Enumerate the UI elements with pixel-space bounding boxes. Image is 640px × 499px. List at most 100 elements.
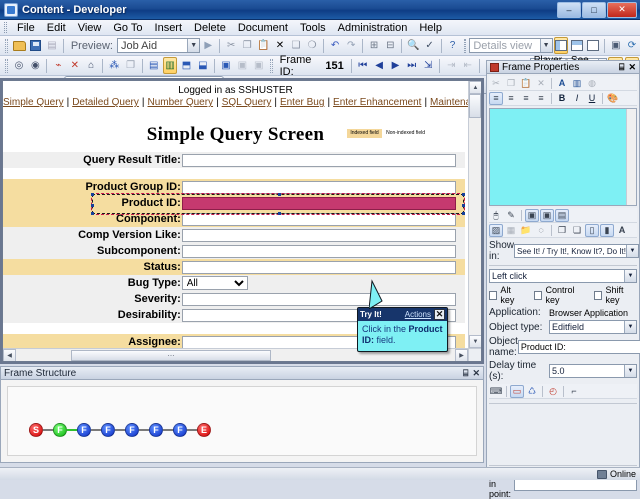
show-in-select[interactable]: See It! / Try It!, Know It?, Do It! ▼ xyxy=(514,244,639,258)
chevron-down-icon-action[interactable]: ▼ xyxy=(624,270,636,282)
last-frame-icon[interactable]: ⏭ xyxy=(407,59,417,71)
nav-link-detailed-query[interactable]: Detailed Query xyxy=(72,97,139,108)
justify-icon[interactable]: ≡ xyxy=(538,93,544,103)
first-frame-icon[interactable]: ⏮ xyxy=(358,59,368,71)
enable-icon[interactable]: ▨ xyxy=(489,223,503,237)
query-result-title-input[interactable] xyxy=(181,153,456,167)
horizontal-scroll-thumb[interactable]: ⋯ xyxy=(71,350,271,361)
menu-file[interactable]: File xyxy=(17,21,35,34)
shift-key-checkbox[interactable] xyxy=(594,290,603,300)
minimize-button[interactable]: – xyxy=(557,1,581,18)
pin-icon[interactable]: ⌸ xyxy=(463,367,469,378)
insert-web-icon[interactable]: ⬒ xyxy=(181,59,192,71)
status-input[interactable] xyxy=(181,260,456,274)
nav-link-sql-query[interactable]: SQL Query xyxy=(221,97,272,108)
document-horizontal-scrollbar[interactable]: ◀ ⋯ ▶ xyxy=(3,348,468,361)
font-icon[interactable]: A xyxy=(558,78,566,88)
copy-action-icon[interactable]: ❐ xyxy=(557,224,567,235)
nav-link-enter-enhancement[interactable]: Enter Enhancement xyxy=(333,97,422,108)
frame-left-icon[interactable]: ▣ xyxy=(525,208,539,222)
menu-grip[interactable] xyxy=(4,22,7,33)
text-box-icon[interactable]: ▥ xyxy=(572,77,582,88)
product-id-field-wrapper[interactable] xyxy=(90,192,465,215)
control-key-checkbox[interactable] xyxy=(534,290,543,300)
find-icon[interactable]: 🔍 xyxy=(407,39,420,51)
scroll-left-icon[interactable]: ◀ xyxy=(3,349,16,361)
bubble-actions-link[interactable]: Actions xyxy=(404,310,431,319)
font-a-icon[interactable]: 𝐀 xyxy=(618,224,626,235)
fill-icon[interactable]: ◌ xyxy=(538,225,544,235)
add-frame-icon[interactable]: ⌁ xyxy=(55,59,62,71)
document-vertical-scrollbar[interactable]: ▲ ▼ xyxy=(468,81,481,348)
preview-combo[interactable]: Job Aid ▼ xyxy=(117,38,201,53)
alt-key-checkbox[interactable] xyxy=(489,290,498,300)
undo-icon[interactable]: ↶ xyxy=(330,39,340,51)
refresh-icon[interactable]: ⟳ xyxy=(627,39,637,51)
paste-action-icon[interactable]: ❏ xyxy=(572,224,582,235)
scroll-down-icon[interactable]: ▼ xyxy=(469,335,481,348)
menu-view[interactable]: View xyxy=(77,21,102,34)
sound-icon[interactable]: ♺ xyxy=(527,385,537,396)
frame-node-current[interactable]: F xyxy=(53,423,67,437)
panel-orange-icon[interactable]: ▮ xyxy=(600,223,614,237)
edit-frame-icon[interactable]: ⌂ xyxy=(88,59,95,71)
delete-frame-icon[interactable]: ✕ xyxy=(70,59,79,71)
object-type-select[interactable]: Editfield ▼ xyxy=(549,320,637,334)
toolbar-grip-2[interactable] xyxy=(463,38,467,53)
chevron-down-icon-objtype[interactable]: ▼ xyxy=(624,321,636,333)
nav-link-number-query[interactable]: Number Query xyxy=(147,97,214,108)
frame-node-6[interactable]: F xyxy=(173,423,187,437)
outline-view-icon[interactable] xyxy=(553,37,568,54)
menu-help[interactable]: Help xyxy=(419,21,442,34)
frame-node-end[interactable]: E xyxy=(197,423,211,437)
spellcheck-icon[interactable]: ✓ xyxy=(425,39,434,51)
cut-icon[interactable]: ✂ xyxy=(226,39,236,51)
align-left-icon[interactable]: ≡ xyxy=(489,91,503,105)
component-input[interactable] xyxy=(181,212,456,226)
toolbar2-grip-2[interactable] xyxy=(269,58,273,73)
vertical-scroll-thumb[interactable] xyxy=(469,94,481,118)
properties-pin-icon[interactable]: ⌸ xyxy=(619,61,625,72)
font-color-icon[interactable]: 🎨 xyxy=(607,92,619,103)
view-combo[interactable]: Details view ▼ xyxy=(469,38,553,53)
scroll-right-icon[interactable]: ▶ xyxy=(455,349,468,361)
insert-link-icon[interactable]: ⬓ xyxy=(198,59,208,71)
align-right-icon[interactable]: ≡ xyxy=(523,93,529,103)
frame-right-icon[interactable]: ▣ xyxy=(540,208,554,222)
highlight-icon[interactable]: ✎ xyxy=(507,209,515,220)
product-group-id-input[interactable] xyxy=(181,180,456,194)
menu-document[interactable]: Document xyxy=(237,21,288,34)
frame-node-3[interactable]: F xyxy=(101,423,115,437)
chevron-down-icon-showin[interactable]: ▼ xyxy=(625,245,638,257)
next-frame-icon[interactable]: ▶ xyxy=(391,59,400,71)
duplicate-icon[interactable]: ❑ xyxy=(291,39,301,51)
menu-tools[interactable]: Tools xyxy=(299,21,326,34)
link-icon[interactable]: ⌐ xyxy=(571,386,577,396)
record-icon[interactable]: ◎ xyxy=(14,59,24,71)
toolbar-grip[interactable] xyxy=(5,38,8,53)
help-icon[interactable]: ? xyxy=(449,39,456,51)
list-view-icon[interactable] xyxy=(586,37,600,54)
panel-close-icon[interactable]: ✕ xyxy=(472,367,480,378)
find-replace-icon[interactable]: ❍ xyxy=(307,39,317,51)
comp-version-like-input[interactable] xyxy=(181,228,456,242)
chevron-down-icon[interactable]: ▼ xyxy=(187,39,200,52)
timer-icon[interactable]: ◴ xyxy=(549,385,557,396)
split-view-icon[interactable] xyxy=(570,37,584,54)
properties-close-icon[interactable]: ✕ xyxy=(628,61,636,72)
save-icon[interactable] xyxy=(29,37,43,54)
menu-edit[interactable]: Edit xyxy=(46,21,66,34)
expand-icon[interactable]: ⊞ xyxy=(369,39,379,51)
capture-icon[interactable]: ▥ xyxy=(162,57,178,74)
properties-icon[interactable]: ▣ xyxy=(611,39,621,51)
redo-icon[interactable]: ↷ xyxy=(347,39,356,51)
go-icon[interactable]: ▶ xyxy=(204,39,213,51)
pointer-icon[interactable]: 🖰 xyxy=(493,209,499,220)
action-type-select[interactable]: Left click ▼ xyxy=(489,269,637,283)
italic-icon[interactable]: I xyxy=(575,93,579,103)
folder-icon[interactable]: 📁 xyxy=(520,224,532,235)
bug-type-select[interactable]: All xyxy=(181,276,248,290)
close-button[interactable]: ✕ xyxy=(607,1,637,18)
menu-goto[interactable]: Go To xyxy=(113,21,143,34)
record-zoom-icon[interactable]: ◉ xyxy=(30,59,40,71)
